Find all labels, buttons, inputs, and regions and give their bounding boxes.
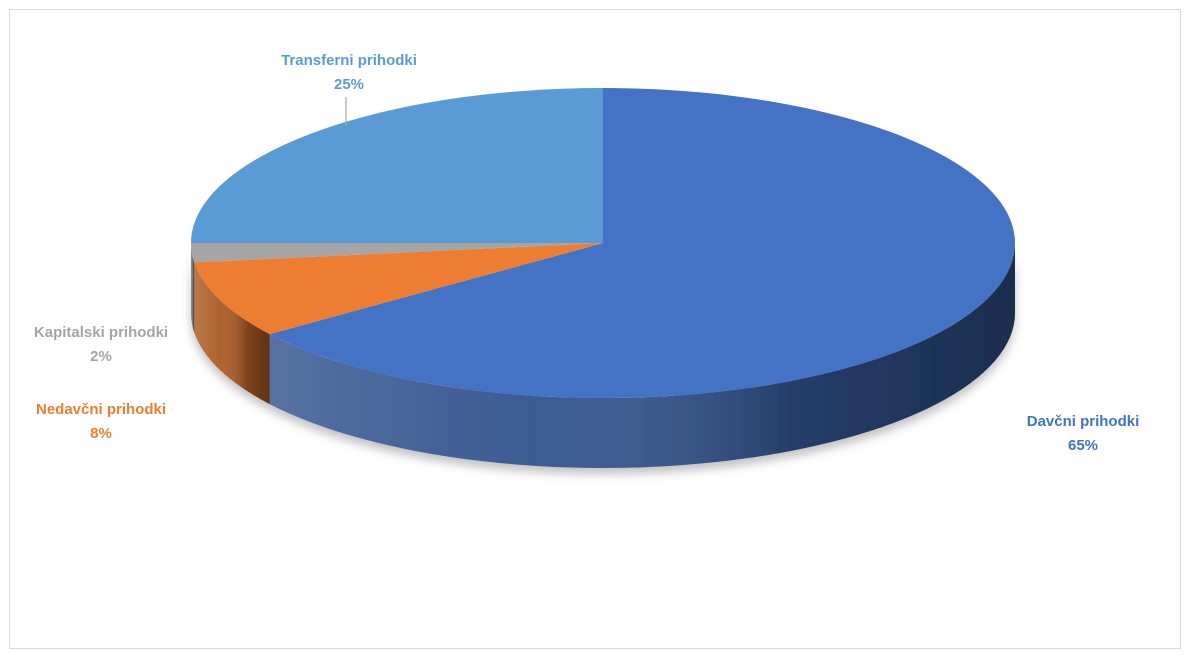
label-kapitalski-name: Kapitalski prihodki: [34, 324, 168, 341]
label-transferni-value: 25%: [334, 76, 364, 93]
pie-top-faces: [191, 88, 1015, 398]
label-davcni-name: Davčni prihodki: [1027, 413, 1140, 430]
label-nedavcni-value: 8%: [90, 425, 112, 442]
label-davcni-value: 65%: [1068, 437, 1098, 454]
pie-slice-transferni-prihodki: [191, 88, 603, 243]
label-nedavcni-name: Nedavčni prihodki: [36, 401, 166, 418]
label-transferni-name: Transferni prihodki: [281, 52, 417, 69]
label-kapitalski-value: 2%: [90, 348, 112, 365]
